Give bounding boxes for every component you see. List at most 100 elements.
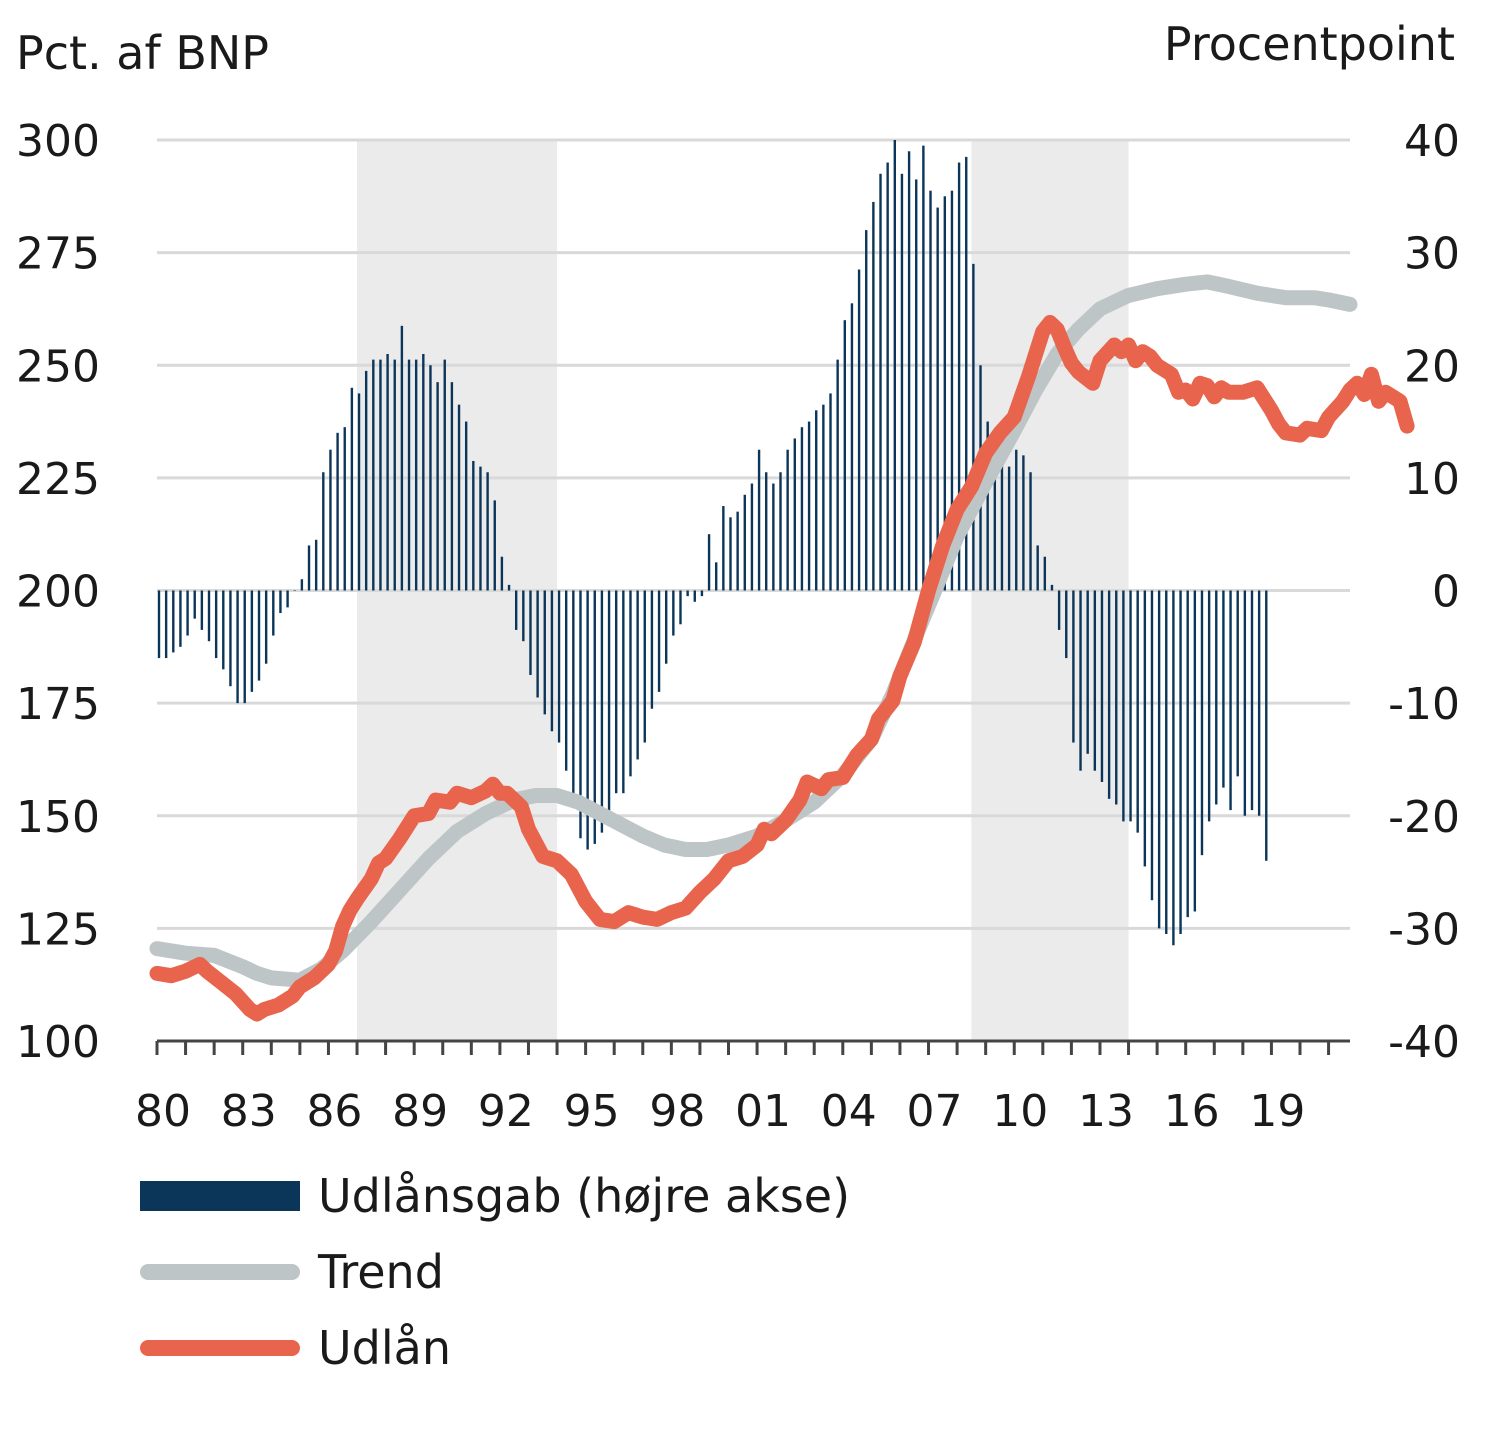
legend-item-udlaansgab: Udlånsgab (højre akse) bbox=[140, 1158, 850, 1234]
gap-bar bbox=[965, 156, 968, 591]
gap-bar bbox=[307, 545, 311, 591]
x-tick-label: 83 bbox=[221, 1086, 277, 1137]
x-tick-label: 80 bbox=[135, 1086, 191, 1137]
gap-bar bbox=[750, 483, 754, 591]
gap-bar bbox=[457, 404, 461, 591]
gap-bar bbox=[564, 590, 568, 771]
gap-bar bbox=[350, 387, 354, 591]
gap-bar bbox=[672, 590, 675, 636]
gap-bar bbox=[665, 590, 668, 664]
left-tick-label: 200 bbox=[16, 567, 100, 618]
gap-bar bbox=[372, 359, 375, 591]
gap-bar bbox=[957, 162, 961, 591]
gap-bar bbox=[779, 472, 782, 591]
gap-bar bbox=[257, 590, 261, 681]
gap-bar bbox=[400, 325, 404, 591]
right-axis-unit: Procentpoint bbox=[1164, 17, 1455, 71]
gap-bar bbox=[1222, 590, 1225, 788]
x-axis bbox=[155, 1039, 1350, 1055]
right-tick-label: 0 bbox=[1432, 567, 1460, 618]
gap-bar bbox=[436, 382, 439, 591]
gap-bar bbox=[1043, 556, 1047, 591]
gap-bar bbox=[743, 494, 746, 591]
legend-label-udlaan: Udlån bbox=[318, 1321, 451, 1375]
gap-bar bbox=[1150, 590, 1154, 901]
legend-swatch-udlaansgab bbox=[140, 1181, 300, 1211]
gap-bar bbox=[364, 370, 368, 591]
grid-lines bbox=[157, 138, 1350, 930]
gap-bar bbox=[1257, 590, 1261, 816]
gap-bar bbox=[243, 590, 246, 704]
left-axis-ticks: 300 275 250 225 200 175 150 125 100 bbox=[16, 116, 100, 1068]
gap-bar bbox=[1100, 590, 1104, 782]
gap-bar bbox=[1029, 472, 1032, 591]
gap-bar bbox=[1015, 449, 1018, 591]
gap-bar bbox=[707, 534, 711, 591]
gap-bar bbox=[693, 590, 696, 602]
gap-bar bbox=[229, 590, 232, 687]
left-tick-label: 275 bbox=[16, 229, 100, 280]
gap-bar bbox=[850, 303, 854, 591]
gap-bar bbox=[986, 421, 989, 591]
gap-bar bbox=[879, 173, 882, 591]
gap-bar bbox=[843, 320, 846, 591]
right-tick-label: 30 bbox=[1404, 229, 1460, 280]
gap-bar bbox=[486, 472, 489, 591]
gap-bar bbox=[800, 427, 804, 591]
gap-bar bbox=[379, 359, 382, 591]
x-tick-label: 95 bbox=[564, 1086, 620, 1137]
gap-bar bbox=[865, 230, 868, 591]
gap-bar bbox=[629, 590, 632, 777]
legend-swatch-trend bbox=[140, 1264, 300, 1280]
legend-label-trend: Trend bbox=[318, 1245, 444, 1299]
gap-bar bbox=[407, 359, 411, 591]
gap-bar bbox=[772, 483, 775, 591]
gap-bar bbox=[1250, 590, 1254, 811]
gap-bar bbox=[1186, 590, 1189, 918]
gap-bar bbox=[1022, 455, 1025, 591]
gap-bar bbox=[922, 145, 925, 591]
gap-bar bbox=[1050, 584, 1054, 591]
x-tick-label: 86 bbox=[306, 1086, 362, 1137]
gap-bar bbox=[207, 590, 211, 642]
gap-bar bbox=[1136, 590, 1139, 833]
gap-bar bbox=[1236, 590, 1239, 777]
legend-item-trend: Trend bbox=[140, 1234, 850, 1310]
gap-bar bbox=[200, 590, 204, 630]
gap-bar bbox=[807, 421, 811, 591]
series-lines bbox=[149, 274, 1415, 1022]
gap-bar bbox=[579, 590, 582, 839]
right-tick-label: 10 bbox=[1404, 454, 1460, 505]
left-tick-label: 300 bbox=[16, 116, 100, 167]
gap-bar bbox=[600, 590, 604, 833]
gap-bar bbox=[507, 584, 511, 591]
gap-bar bbox=[386, 353, 389, 591]
gap-bar bbox=[314, 539, 318, 591]
right-tick-label: 20 bbox=[1404, 341, 1460, 392]
right-tick-label: 40 bbox=[1404, 116, 1460, 167]
gap-bar bbox=[1215, 590, 1218, 805]
gap-bar bbox=[907, 151, 911, 591]
gap-bar bbox=[829, 393, 832, 591]
udlaansgab-bars bbox=[157, 140, 1268, 946]
gap-bar bbox=[700, 590, 704, 597]
gap-bar bbox=[300, 579, 304, 591]
gap-bar bbox=[765, 472, 768, 591]
gap-bar bbox=[193, 590, 196, 619]
gap-bar bbox=[1072, 590, 1075, 743]
gap-bar bbox=[936, 207, 939, 591]
left-tick-label: 225 bbox=[16, 454, 100, 505]
gap-bar bbox=[222, 590, 225, 670]
gap-bar bbox=[214, 590, 218, 659]
left-axis-unit: Pct. af BNP bbox=[16, 26, 269, 80]
gap-bar bbox=[915, 179, 918, 591]
gap-bar bbox=[293, 590, 296, 591]
left-tick-label: 125 bbox=[16, 904, 100, 955]
gap-bar bbox=[1093, 590, 1097, 771]
gap-bar bbox=[464, 421, 468, 591]
gap-bar bbox=[1122, 590, 1125, 822]
x-tick-label: 16 bbox=[1164, 1086, 1220, 1137]
udlaan-line bbox=[149, 315, 1415, 1022]
gap-bar bbox=[900, 173, 904, 591]
